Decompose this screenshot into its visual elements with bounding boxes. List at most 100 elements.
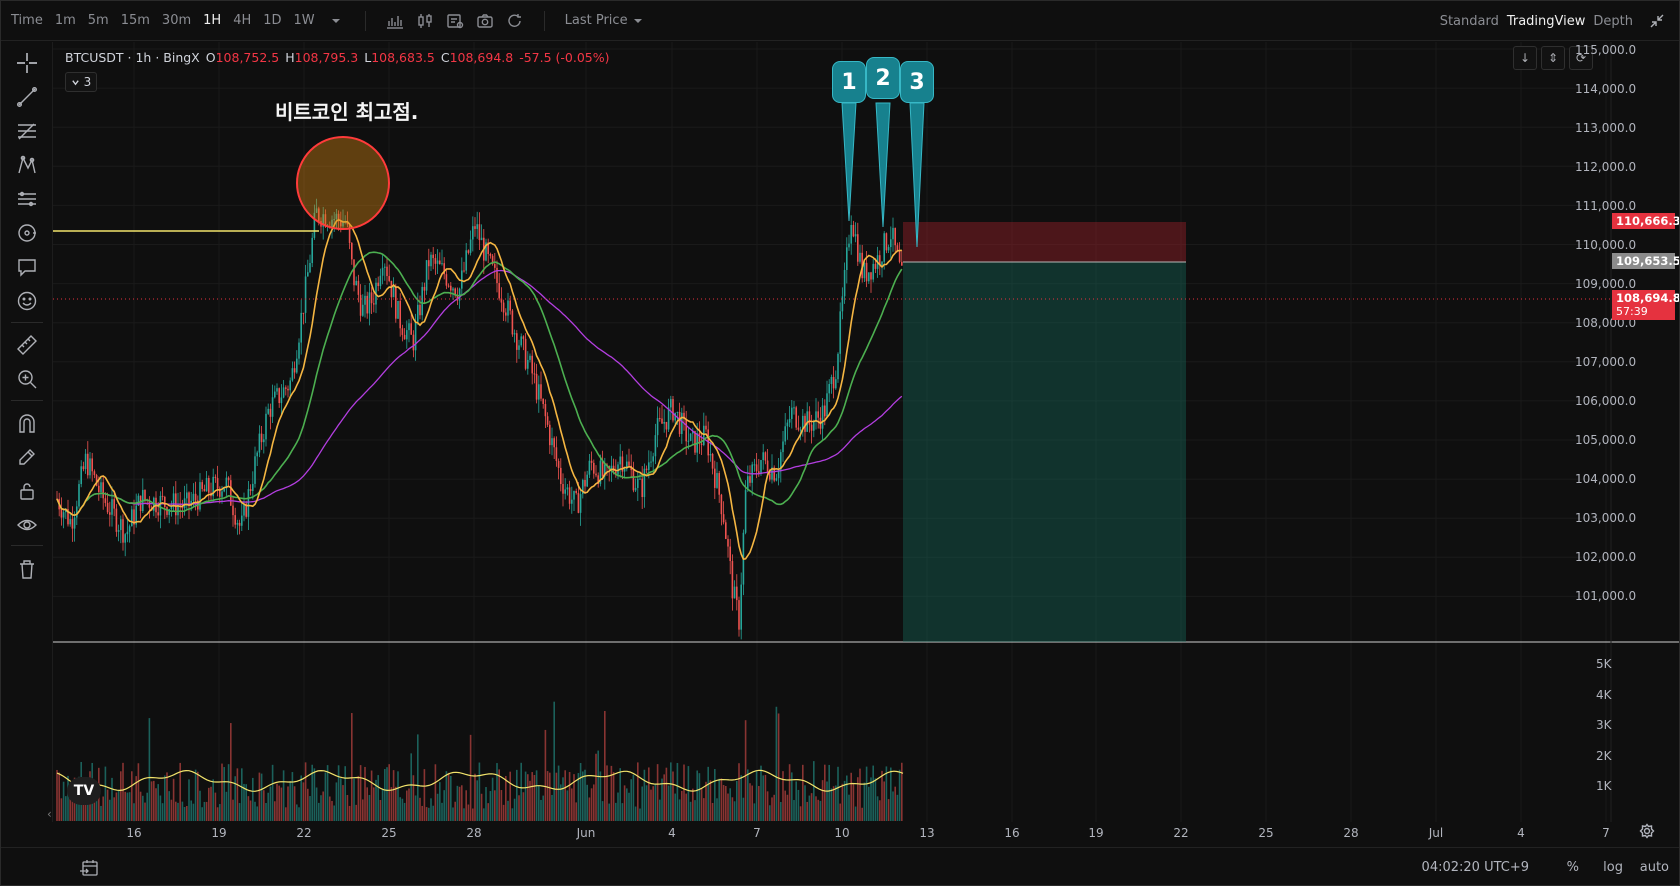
volume-bar [67,775,69,821]
candle-body [582,479,584,495]
candle-body [799,429,802,431]
date-range-icon[interactable] [77,856,101,880]
fib-icon[interactable] [13,117,41,145]
volume-bar [395,786,397,821]
candle-body [808,411,811,425]
candle-body [524,338,527,369]
brush-icon[interactable] [13,219,41,247]
candle-body [850,224,852,244]
candle-body [381,267,384,276]
volume-bar [685,793,687,821]
time-tick: Jun [576,826,596,840]
volume-bar [58,772,60,821]
volume-bar [566,790,569,821]
pattern-icon[interactable] [13,151,41,179]
comment-icon[interactable] [13,253,41,281]
volume-bar [157,784,159,821]
candle-body [384,266,386,268]
trash-icon[interactable] [13,555,41,583]
pin-1[interactable]: 1 [832,61,866,103]
utc-clock[interactable]: 04:02:20 UTC+9 [1421,860,1529,875]
indicators-toggle[interactable]: 3 [65,72,97,92]
candle-body [78,484,80,507]
candle-body [199,482,201,510]
candle-body [98,485,100,492]
time-label[interactable]: Time [11,13,43,28]
volume-bar [450,775,452,821]
price-chart[interactable] [53,42,1680,822]
volume-bar [837,766,839,821]
ath-annotation-text[interactable]: 비트코인 최고점. [275,100,419,124]
view-tradingview[interactable]: TradingView [1506,13,1586,29]
zoom-in-icon[interactable] [13,365,41,393]
interval-30m[interactable]: 30m [161,13,192,28]
volume-bar [194,769,197,821]
chart-type-icon[interactable] [410,1,440,41]
reset-view-icon[interactable]: ⟳ [1569,46,1593,70]
candle-body [535,373,538,400]
volume-bar [795,781,797,821]
volume-bar [428,807,430,821]
volume-bar [883,781,885,821]
lock-icon[interactable] [13,477,41,505]
tradingview-logo[interactable]: TV [67,777,101,805]
candle-body [588,460,591,475]
percent-scale-toggle[interactable]: % [1566,860,1579,875]
volume-bar [843,780,846,821]
view-depth[interactable]: Depth [1593,13,1633,29]
indicators-icon[interactable] [380,1,410,41]
draw-mode-icon[interactable] [13,443,41,471]
template-icon[interactable] [440,1,470,41]
pin-2[interactable]: 2 [866,57,900,99]
candle-body [502,302,505,313]
emoji-icon[interactable] [13,287,41,315]
trendline-icon[interactable] [13,83,41,111]
interval-1w[interactable]: 1W [293,13,315,28]
candle-body [289,380,291,391]
interval-4h[interactable]: 4H [233,13,252,28]
interval-1h[interactable]: 1H [203,13,222,28]
volume-bar [595,753,597,821]
candle-body [645,468,648,471]
candle-body [874,263,877,269]
ruler-icon[interactable] [13,331,41,359]
volume-bar [65,796,67,821]
candle-body [491,255,494,265]
reset-icon[interactable] [500,1,530,41]
pin-3[interactable]: 3 [900,61,934,103]
volume-bar [441,802,443,821]
volume-bar [216,807,219,821]
view-standard[interactable]: Standard [1439,13,1499,29]
volume-bar [832,786,835,821]
interval-15m[interactable]: 15m [120,13,150,28]
interval-dropdown-icon[interactable] [321,1,351,41]
interval-1m[interactable]: 1m [54,13,76,28]
candle-body [722,514,725,523]
gear-icon[interactable] [1637,821,1657,841]
auto-scale-toggle[interactable]: auto [1639,860,1669,875]
candle-body [280,397,283,404]
volume-bar [276,783,278,821]
price-tick: 110,000.0 [1575,238,1637,252]
collapse-icon[interactable] [1643,1,1671,41]
volume-bar [201,807,203,821]
symbol-name[interactable]: BTCUSDT · 1h · BingX [65,50,200,65]
volume-bar [465,790,467,821]
crosshair-icon[interactable] [13,49,41,77]
price-source-select[interactable]: Last Price [559,1,649,41]
volume-bar [333,805,335,821]
volume-bar [142,795,144,821]
scroll-down-icon[interactable]: ↓ [1513,46,1537,70]
magnet-icon[interactable] [13,409,41,437]
collapse-vertical-icon[interactable]: ⇕ [1541,46,1565,70]
candle-body [571,499,573,504]
screenshot-icon[interactable] [470,1,500,41]
log-scale-toggle[interactable]: log [1603,860,1623,875]
interval-1d[interactable]: 1D [263,13,282,28]
visibility-icon[interactable] [13,511,41,539]
interval-5m[interactable]: 5m [87,13,109,28]
chart-area[interactable] [53,42,1680,822]
scroll-left-icon[interactable]: ‹ [47,807,52,821]
candle-body [568,487,571,504]
forecast-icon[interactable] [13,185,41,213]
